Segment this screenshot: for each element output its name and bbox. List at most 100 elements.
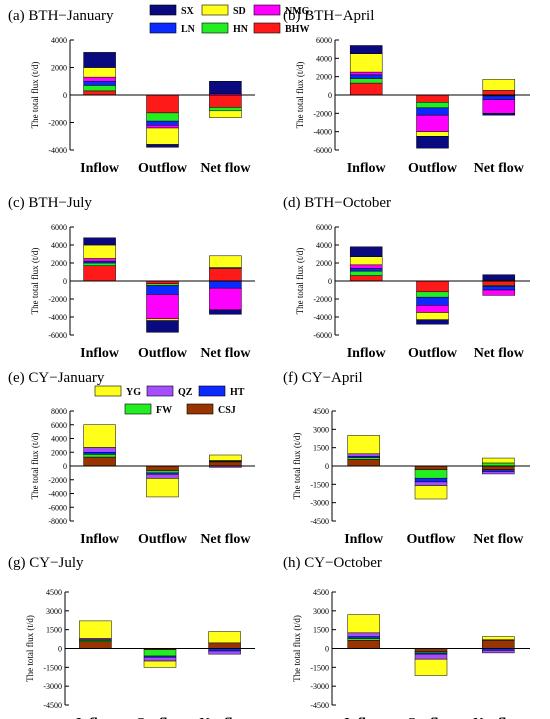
bar-segment [482, 99, 516, 114]
y-tick-label: 4000 [316, 54, 332, 63]
y-tick-label: -6000 [48, 331, 67, 340]
legend-label: SD [233, 6, 246, 17]
bar-segment [146, 144, 179, 148]
bar-segment [414, 485, 448, 500]
x-category-label: Net flow [473, 716, 524, 719]
bar-segment [349, 45, 383, 54]
legend-bth: SX SD NMG [149, 4, 310, 17]
y-tick-label: -2000 [313, 109, 332, 118]
x-category-label: Net flow [200, 716, 251, 719]
bar-segment [83, 424, 116, 448]
y-tick-label: 6000 [316, 36, 332, 45]
bar-segment [83, 67, 116, 78]
chart-panel: (c) BTH−July The total flux (t/d) -6000 -40… [8, 195, 255, 361]
bar-segment [83, 456, 116, 467]
bar-segment [416, 94, 449, 103]
y-tick-label: -6000 [48, 503, 67, 512]
bar-segment [416, 136, 449, 149]
x-category-label: Net flow [200, 346, 251, 361]
legend-cy: FW CSJ [124, 403, 236, 416]
x-category-label: Outflow [138, 161, 188, 176]
y-tick-label: -4000 [313, 313, 332, 322]
x-category-label: Inflow [344, 716, 384, 719]
x-category-label: Outflow [408, 161, 458, 176]
y-tick-label: 2000 [51, 448, 67, 457]
bar-segment [482, 79, 516, 91]
y-axis-label: The total flux (t/d) [295, 248, 305, 315]
bar-segment [209, 454, 242, 461]
bar-segment [146, 465, 179, 472]
bar-segment [482, 469, 515, 472]
bar-segment [349, 256, 383, 266]
bar-segment [349, 74, 383, 79]
bar-segment [482, 471, 515, 475]
bar-segment [208, 642, 241, 649]
bar-segment [414, 481, 448, 486]
bar-segment [208, 650, 241, 655]
y-axis-label: The total flux (t/d) [295, 62, 305, 129]
y-tick-label: 0 [63, 277, 67, 286]
bar-segment [347, 640, 380, 649]
x-category-label: Outflow [138, 346, 188, 361]
bar-segment [146, 320, 179, 333]
legend-cy: YG QZ HT [94, 385, 245, 398]
bar-segment [209, 107, 242, 112]
bar-segment [209, 81, 242, 94]
bar-segment [482, 280, 516, 286]
bar-segment [349, 246, 383, 257]
bar-segment [146, 112, 179, 122]
legend-label: LN [181, 24, 196, 35]
y-tick-label: 1500 [313, 444, 329, 453]
chart-panel: (h) CY−October The total flux (t/d) -4500 -… [283, 555, 530, 719]
y-tick-label: -1500 [310, 663, 329, 672]
y-tick-label: 8000 [51, 407, 67, 416]
y-tick-label: 4000 [51, 435, 67, 444]
legend-label: FW [156, 405, 172, 416]
bar-segment [83, 76, 116, 82]
y-tick-label: -6000 [313, 331, 332, 340]
bar-segment [83, 258, 116, 262]
bar-segment [83, 90, 116, 96]
bar-segment [349, 53, 383, 73]
legend-swatch [124, 403, 152, 415]
bar-segment [482, 95, 516, 100]
bar-segment [347, 638, 380, 641]
x-category-label: Net flow [200, 161, 251, 176]
x-category-label: Inflow [80, 161, 120, 176]
y-tick-label: -3000 [43, 682, 62, 691]
x-category-label: Inflow [80, 532, 120, 547]
legend-label: HN [233, 24, 249, 35]
bar-segment [83, 447, 116, 453]
y-tick-label: 6000 [51, 421, 67, 430]
bar-segment [482, 640, 515, 649]
bar-segment [146, 318, 179, 321]
y-tick-label: 4500 [313, 588, 329, 597]
bar-segment [482, 636, 515, 640]
bar-segment [146, 478, 179, 498]
bar-segment [83, 85, 116, 92]
chart-title: (c) BTH−July [8, 195, 92, 211]
chart-panel: (d) BTH−October The total flux (t/d) -6000… [283, 195, 530, 361]
bar-segment [416, 319, 449, 325]
bar-segment [482, 457, 515, 464]
bar-segment [482, 289, 516, 296]
y-tick-label: 2000 [316, 259, 332, 268]
bar-segment [349, 264, 383, 269]
bar-segment [209, 255, 242, 268]
legend-swatch [201, 4, 229, 16]
bar-segment [209, 461, 242, 467]
y-axis-label: The total flux (t/d) [30, 62, 40, 129]
bar-segment [482, 286, 516, 291]
bar-segment [208, 631, 241, 644]
bar-segment [347, 457, 380, 460]
bar-segment [146, 283, 179, 286]
bar-segment [146, 285, 179, 295]
x-category-label: Outflow [408, 346, 458, 361]
legend-label: NMG [285, 6, 310, 17]
legend-swatch [186, 403, 214, 415]
bar-segment [347, 459, 380, 467]
bar-segment [347, 453, 380, 457]
bar-segment [349, 270, 383, 276]
bar-segment [414, 465, 448, 470]
y-axis-label: The total flux (t/d) [30, 433, 40, 500]
